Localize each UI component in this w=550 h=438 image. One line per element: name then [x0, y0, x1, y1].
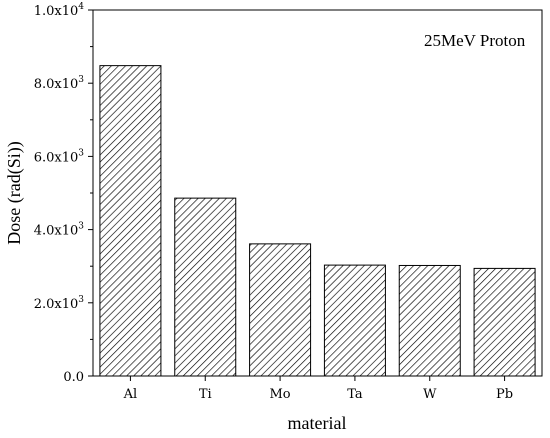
bar-mo [249, 243, 312, 377]
y-tick-label: 1.0x104 [34, 2, 85, 19]
x-axis-title: material [288, 413, 347, 433]
bar-ti [174, 197, 237, 377]
x-tick-label-mo: Mo [270, 387, 291, 402]
y-tick-label: 6.0x103 [34, 148, 85, 165]
y-tick-label: 8.0x103 [34, 75, 85, 92]
x-tick-label-al: Al [123, 387, 138, 402]
bar-w [398, 264, 461, 377]
annotation-label: 25MeV Proton [424, 31, 526, 50]
x-tick-label-pb: Pb [496, 387, 513, 402]
x-tick-label-ti: Ti [199, 387, 212, 402]
y-axis-title: Dose (rad(Si)) [4, 141, 25, 244]
y-tick-label: 4.0x103 [34, 222, 85, 239]
bar-al [99, 65, 162, 377]
y-tick-label: 0.0 [63, 370, 84, 385]
y-tick-label: 2.0x103 [34, 295, 85, 312]
bar-pb [473, 267, 536, 377]
bar-ta [323, 264, 386, 377]
x-tick-label-w: W [423, 387, 437, 402]
x-tick-label-ta: Ta [347, 387, 363, 402]
